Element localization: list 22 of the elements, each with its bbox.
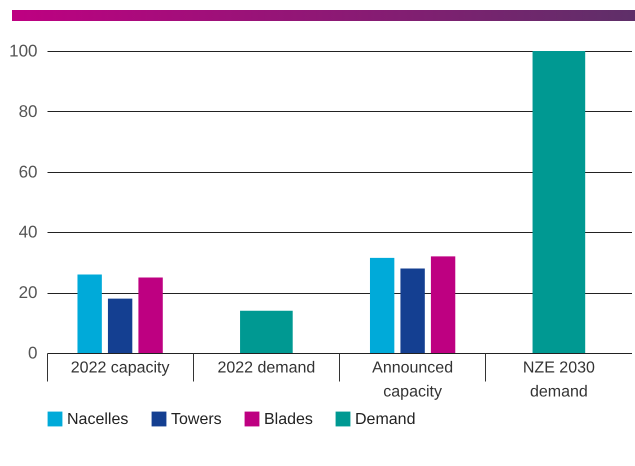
x-tick-label: 2022 capacity — [70, 360, 170, 376]
legend-label: Nacelles — [67, 411, 128, 428]
x-tick-label: 2022 demand — [217, 360, 316, 376]
bar — [370, 258, 394, 353]
bar — [240, 310, 293, 353]
y-tick-label: 100 — [9, 42, 38, 60]
bar — [77, 274, 102, 353]
y-tick-label: 0 — [28, 344, 38, 362]
y-tick-label: 60 — [18, 162, 38, 182]
bar — [430, 256, 456, 353]
legend-label: Demand — [355, 411, 416, 428]
y-tick-label: 20 — [18, 283, 38, 302]
y-tick-label: 40 — [18, 222, 38, 242]
bar — [138, 278, 163, 353]
x-tick-label: Announced capacity — [372, 360, 454, 400]
x-tick-label: NZE 2030 demand — [522, 360, 595, 400]
bar — [532, 51, 586, 353]
legend-label: Towers — [171, 411, 222, 428]
bar — [400, 268, 425, 353]
bar — [108, 298, 132, 353]
legend-label: Blades — [264, 411, 313, 428]
y-tick-label: 80 — [18, 102, 38, 121]
